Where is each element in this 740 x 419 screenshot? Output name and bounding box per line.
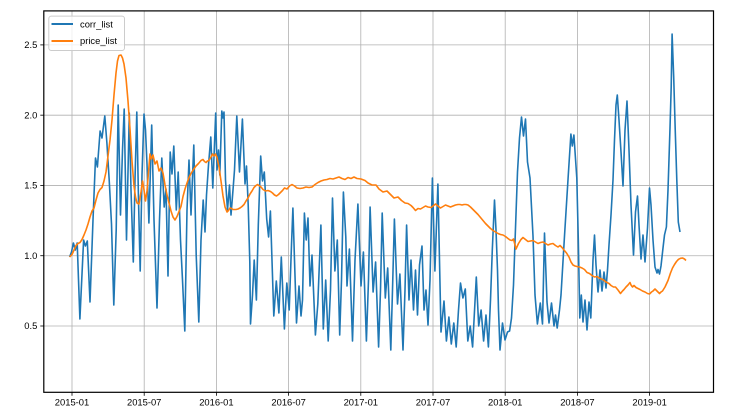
svg-text:1.0: 1.0 [24, 250, 37, 261]
svg-text:2016-01: 2016-01 [199, 397, 233, 408]
svg-text:corr_list: corr_list [80, 18, 113, 29]
svg-text:2017-07: 2017-07 [416, 397, 450, 408]
svg-text:2015-01: 2015-01 [55, 397, 89, 408]
svg-text:1.5: 1.5 [24, 180, 37, 191]
svg-text:2015-07: 2015-07 [127, 397, 161, 408]
svg-text:2019-01: 2019-01 [632, 397, 666, 408]
svg-text:2017-01: 2017-01 [344, 397, 378, 408]
svg-text:price_list: price_list [80, 35, 117, 46]
svg-text:2016-07: 2016-07 [271, 397, 305, 408]
svg-text:2018-07: 2018-07 [560, 397, 594, 408]
svg-text:2018-01: 2018-01 [488, 397, 522, 408]
svg-text:0.5: 0.5 [24, 320, 37, 331]
svg-text:2.0: 2.0 [24, 109, 37, 120]
svg-text:2.5: 2.5 [24, 39, 37, 50]
